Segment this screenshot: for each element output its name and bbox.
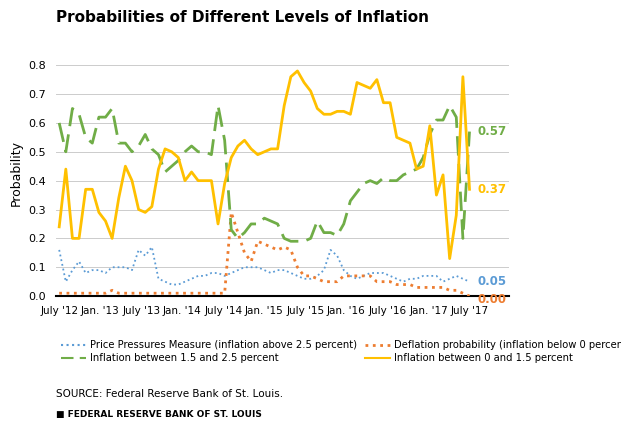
- Text: 0.37: 0.37: [478, 183, 507, 196]
- Text: ■ FEDERAL RESERVE BANK OF ST. LOUIS: ■ FEDERAL RESERVE BANK OF ST. LOUIS: [56, 410, 262, 419]
- Y-axis label: Probability: Probability: [10, 140, 23, 206]
- Text: 0.57: 0.57: [478, 125, 507, 138]
- Text: Probabilities of Different Levels of Inflation: Probabilities of Different Levels of Inf…: [56, 11, 429, 25]
- Text: 0.00: 0.00: [478, 293, 507, 306]
- Text: SOURCE: Federal Reserve Bank of St. Louis.: SOURCE: Federal Reserve Bank of St. Loui…: [56, 389, 283, 399]
- Text: 0.05: 0.05: [478, 275, 507, 288]
- Legend: Price Pressures Measure (inflation above 2.5 percent), Inflation between 1.5 and: Price Pressures Measure (inflation above…: [61, 340, 621, 363]
